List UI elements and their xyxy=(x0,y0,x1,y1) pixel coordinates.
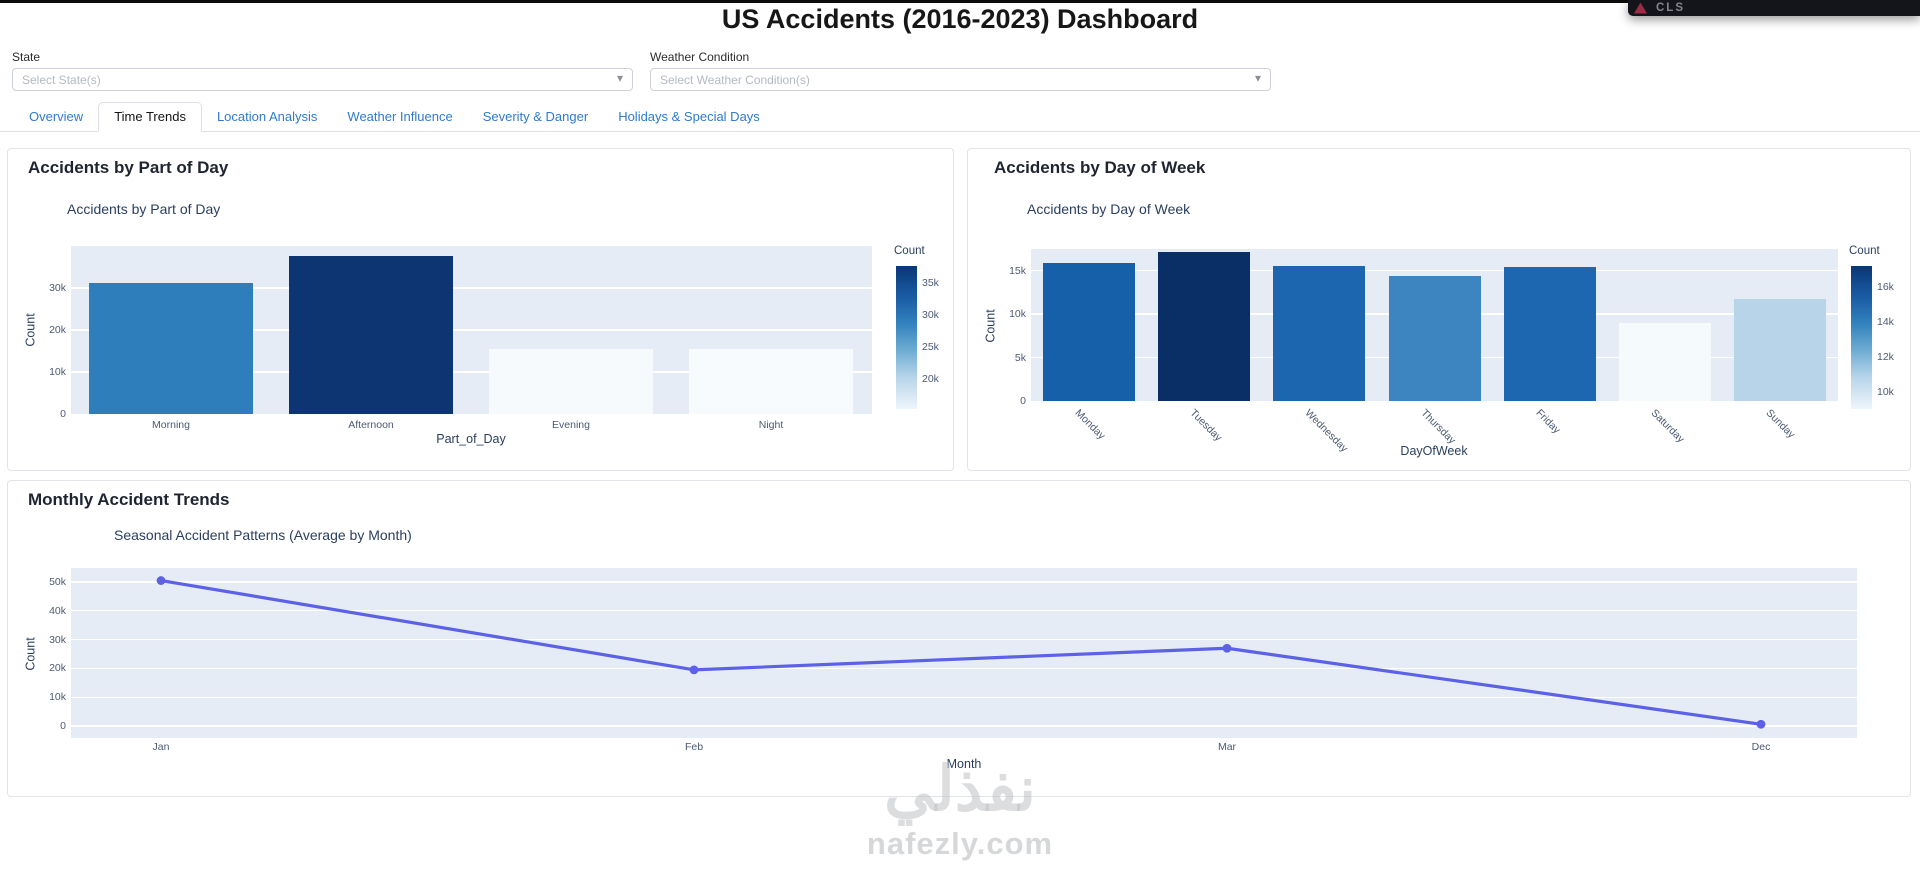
colorbar-tick-label: 20k xyxy=(922,373,939,386)
card-title: Accidents by Day of Week xyxy=(994,158,1206,177)
colorbar-tick-label: 14k xyxy=(1877,315,1894,328)
x-tick-label: Dec xyxy=(1751,741,1771,753)
y-tick-label: 20k xyxy=(49,324,66,336)
bar xyxy=(1043,262,1135,401)
x-tick-label: Tuesday xyxy=(1187,407,1225,444)
gridline xyxy=(71,287,872,289)
gridline xyxy=(71,581,1857,583)
y-tick-label: 0 xyxy=(1020,395,1026,407)
bar xyxy=(1389,275,1481,401)
card-part-of-day: Accidents by Part of Day Accidents by Pa… xyxy=(7,148,954,471)
gridline xyxy=(71,610,1857,612)
state-select-placeholder: Select State(s) xyxy=(22,73,101,87)
weather-select-placeholder: Select Weather Condition(s) xyxy=(660,73,810,87)
gridline xyxy=(71,696,1857,698)
chart-title: Seasonal Accident Patterns (Average by M… xyxy=(114,527,412,543)
gridline xyxy=(71,329,872,331)
x-axis-title: DayOfWeek xyxy=(1400,444,1468,458)
colorbar-title: Count xyxy=(1849,245,1880,257)
card-title: Accidents by Part of Day xyxy=(28,158,229,177)
state-filter-label: State xyxy=(12,50,41,64)
watermark-text: nafezly.com xyxy=(866,826,1054,861)
chart-title: Accidents by Part of Day xyxy=(67,201,221,217)
y-tick-label: 0 xyxy=(60,720,66,732)
y-tick-label: 10k xyxy=(49,366,66,378)
plot-area xyxy=(71,568,1857,738)
colorbar-tick-label: 16k xyxy=(1877,280,1894,293)
y-tick-label: 30k xyxy=(49,282,66,294)
tab-weather-influence[interactable]: Weather Influence xyxy=(347,109,453,124)
gridline xyxy=(1031,270,1838,272)
x-tick-label: Jan xyxy=(152,741,170,753)
colorbar-tick-label: 30k xyxy=(922,308,939,321)
colorbar xyxy=(896,266,917,409)
colorbar-tick-label: 25k xyxy=(922,341,939,354)
top-border-line xyxy=(0,0,1920,3)
colorbar-tick-label: 10k xyxy=(1877,385,1894,398)
bar xyxy=(689,349,853,414)
x-tick-label: Thursday xyxy=(1418,407,1458,447)
y-tick-label: 10k xyxy=(1009,308,1026,321)
gridline xyxy=(71,638,1857,641)
x-tick-label: Night xyxy=(758,419,784,431)
colorbar-tick-label: 35k xyxy=(922,276,939,289)
x-tick-label: Morning xyxy=(152,419,190,431)
tab-overview[interactable]: Overview xyxy=(29,109,84,124)
x-tick-label: Monday xyxy=(1072,407,1108,442)
state-select[interactable]: Select State(s) ▾ xyxy=(12,68,633,91)
y-tick-label: 15k xyxy=(1009,264,1026,277)
tab-bar: Overview Time Trends Location Analysis Weat… xyxy=(0,102,1920,132)
y-tick-label: 5k xyxy=(1014,351,1026,364)
x-axis-title: Part_of_Day xyxy=(436,432,506,446)
x-tick-label: Friday xyxy=(1533,407,1563,437)
weather-select[interactable]: Select Weather Condition(s) ▾ xyxy=(650,68,1271,91)
y-tick-label: 40k xyxy=(49,604,66,617)
state-filter: State Select State(s) ▾ xyxy=(12,50,633,91)
card-monthly-trends: Monthly Accident Trends Seasonal Acciden… xyxy=(7,480,1911,797)
gridline xyxy=(71,667,1857,670)
bar xyxy=(1158,251,1250,401)
y-tick-label: 0 xyxy=(60,408,66,420)
bar xyxy=(89,282,253,414)
tab-severity-danger[interactable]: Severity & Danger xyxy=(482,109,589,124)
chevron-down-icon[interactable]: ▾ xyxy=(1254,71,1261,85)
tab-location-analysis[interactable]: Location Analysis xyxy=(216,109,318,124)
x-tick-label: Wednesday xyxy=(1302,407,1351,455)
tab-holidays-special-days[interactable]: Holidays & Special Days xyxy=(618,109,760,124)
x-tick-label: Mar xyxy=(1217,741,1237,753)
bar xyxy=(289,256,453,414)
screen-overlay: CLS xyxy=(1628,0,1920,16)
x-tick-label: Evening xyxy=(552,419,590,431)
gridline xyxy=(71,725,1857,727)
page-title: US Accidents (2016-2023) Dashboard xyxy=(721,4,1199,34)
overlay-label: CLS xyxy=(1656,2,1685,14)
tab-time-trends[interactable]: Time Trends xyxy=(98,102,202,132)
colorbar-tick-label: 12k xyxy=(1877,350,1894,363)
weather-filter-label: Weather Condition xyxy=(650,50,750,64)
bar xyxy=(489,348,653,414)
colorbar-title: Count xyxy=(894,245,925,257)
y-tick-label: 30k xyxy=(49,633,66,646)
card-title: Monthly Accident Trends xyxy=(28,490,230,509)
chart-title: Accidents by Day of Week xyxy=(1027,201,1191,217)
weather-filter: Weather Condition Select Weather Conditi… xyxy=(650,50,1271,91)
y-tick-label: 10k xyxy=(49,691,66,704)
bar xyxy=(1734,299,1826,401)
colorbar xyxy=(1851,266,1872,409)
x-tick-label: Afternoon xyxy=(348,419,394,431)
chevron-down-icon[interactable]: ▾ xyxy=(616,71,623,85)
x-tick-label: Saturday xyxy=(1648,407,1687,446)
overlay-logo-icon xyxy=(1634,2,1647,14)
bar xyxy=(1273,266,1365,401)
card-day-of-week: Accidents by Day of Week Accidents by Da… xyxy=(967,148,1911,471)
y-tick-label: 50k xyxy=(49,576,66,588)
x-tick-label: Sunday xyxy=(1763,407,1798,441)
bar xyxy=(1619,322,1711,401)
x-axis-title: Month xyxy=(946,757,982,771)
x-tick-label: Feb xyxy=(684,741,704,753)
gridline xyxy=(71,371,872,373)
y-tick-label: 20k xyxy=(49,662,66,675)
bar xyxy=(1504,267,1596,401)
